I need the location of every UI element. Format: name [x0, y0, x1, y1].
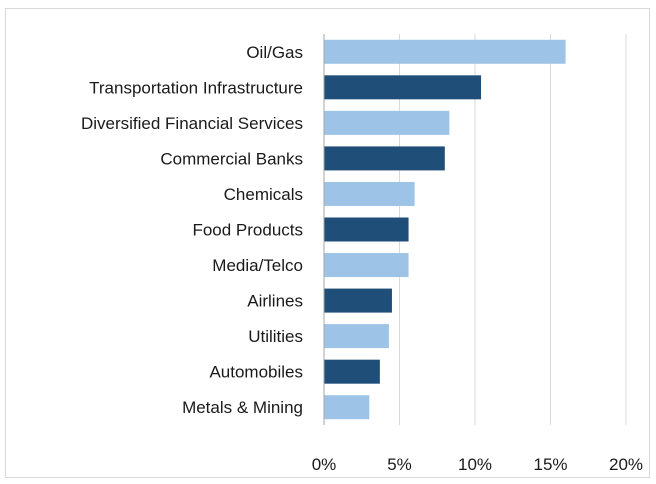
category-label: Automobiles	[209, 363, 303, 382]
category-label: Utilities	[248, 327, 303, 346]
bar	[324, 39, 566, 64]
category-label: Media/Telco	[212, 256, 303, 275]
bar	[324, 181, 415, 206]
bar	[324, 146, 445, 171]
category-label: Commercial Banks	[160, 149, 303, 168]
category-label: Metals & Mining	[182, 398, 303, 417]
bar	[324, 110, 450, 135]
category-label: Diversified Financial Services	[81, 114, 303, 133]
x-tick-label: 15%	[533, 455, 567, 474]
bar	[324, 359, 380, 384]
category-label: Chemicals	[224, 185, 303, 204]
bar	[324, 217, 409, 242]
x-tick-label: 5%	[387, 455, 412, 474]
category-labels: Oil/Gas Transportation Infrastructure Dive…	[81, 43, 303, 417]
x-tick-label: 20%	[609, 455, 643, 474]
bar	[324, 75, 482, 100]
category-label: Oil/Gas	[246, 43, 303, 62]
bar	[324, 324, 389, 349]
x-tick-label: 10%	[458, 455, 492, 474]
bars	[324, 39, 566, 420]
category-label: Food Products	[192, 221, 303, 240]
category-label: Airlines	[247, 292, 303, 311]
bar	[324, 253, 409, 278]
category-label: Transportation Infrastructure	[89, 78, 303, 97]
bar	[324, 288, 392, 313]
x-tick-labels: 0% 5% 10% 15% 20%	[312, 455, 643, 474]
x-tick-label: 0%	[312, 455, 337, 474]
bar	[324, 395, 370, 420]
